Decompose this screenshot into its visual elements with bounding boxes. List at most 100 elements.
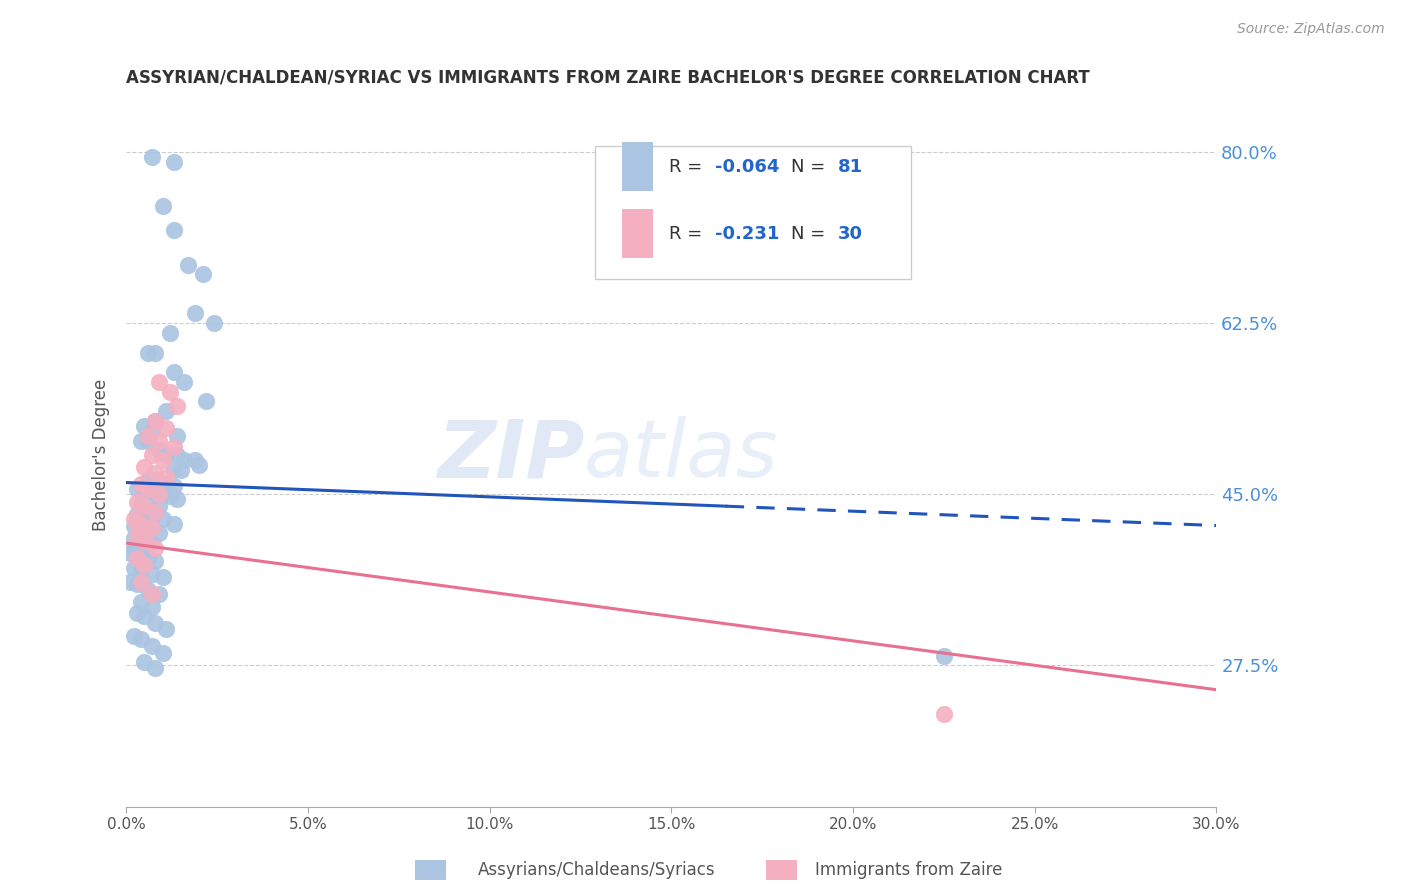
Point [166,399,188,413]
Text: Assyrians/Chaldeans/Syriacs: Assyrians/Chaldeans/Syriacs [478,861,716,879]
Point [127,607,149,621]
Point [127,483,149,497]
Point [159,489,181,503]
Point [127,528,149,542]
Point [152,570,174,584]
Point [152,487,174,501]
Point [152,511,174,525]
Text: -0.231: -0.231 [714,225,779,243]
Point [127,548,149,562]
Point [932,648,955,663]
Point [162,155,184,169]
Point [118,575,141,590]
Text: N =: N = [792,158,831,176]
Point [148,434,170,448]
Point [188,458,211,472]
Point [136,428,159,442]
Point [122,511,145,525]
Point [166,448,188,462]
Bar [623,209,652,258]
Point [162,365,184,379]
Point [145,345,167,359]
Point [170,463,193,477]
Point [134,656,156,670]
Point [148,375,170,389]
Point [141,536,163,550]
Point [134,459,156,474]
Text: atlas: atlas [583,417,779,494]
Point [129,477,152,491]
Point [118,546,141,560]
Point [162,223,184,237]
Text: 30: 30 [838,225,863,243]
Point [177,258,200,272]
Point [136,434,159,448]
Point [129,434,152,448]
Point [162,441,184,455]
Point [162,516,184,531]
Text: Immigrants from Zaire: Immigrants from Zaire [815,861,1002,879]
Point [122,541,145,555]
Point [122,518,145,533]
Text: R =: R = [669,158,709,176]
Point [141,599,163,614]
Point [148,487,170,501]
Point [932,707,955,722]
Point [122,560,145,574]
Point [148,526,170,541]
Point [145,541,167,555]
Text: ZIP: ZIP [437,417,583,494]
Point [136,524,159,539]
Point [141,424,163,438]
Point [129,521,152,535]
Point [155,469,177,483]
Point [166,428,188,442]
Point [145,466,167,480]
Point [129,533,152,548]
Point [173,453,195,467]
Point [127,577,149,591]
Point [136,483,159,497]
Bar [623,142,652,191]
Text: 81: 81 [838,158,863,176]
Point [166,492,188,507]
Point [145,473,167,487]
Point [122,629,145,643]
Point [148,587,170,601]
Point [127,507,149,521]
Point [145,554,167,568]
Point [129,516,152,531]
FancyBboxPatch shape [595,145,911,279]
Point [129,497,152,511]
Text: R =: R = [669,225,709,243]
Point [155,477,177,491]
Point [141,448,163,462]
Point [145,414,167,428]
Point [152,453,174,467]
Point [145,505,167,519]
Point [127,495,149,509]
Point [129,595,152,609]
Point [162,479,184,493]
Point [159,384,181,399]
Point [155,448,177,462]
Point [145,661,167,675]
Point [136,473,159,487]
Point [141,150,163,164]
Text: -0.064: -0.064 [714,158,779,176]
Point [134,609,156,624]
Point [141,587,163,601]
Point [136,550,159,565]
Point [134,418,156,433]
Point [129,564,152,578]
Text: ASSYRIAN/CHALDEAN/SYRIAC VS IMMIGRANTS FROM ZAIRE BACHELOR'S DEGREE CORRELATION : ASSYRIAN/CHALDEAN/SYRIAC VS IMMIGRANTS F… [127,69,1090,87]
Point [134,534,156,549]
Point [195,394,218,409]
Point [191,268,214,282]
Point [155,421,177,435]
Point [202,316,225,330]
Point [134,507,156,521]
Point [141,639,163,653]
Point [145,616,167,631]
Point [136,345,159,359]
